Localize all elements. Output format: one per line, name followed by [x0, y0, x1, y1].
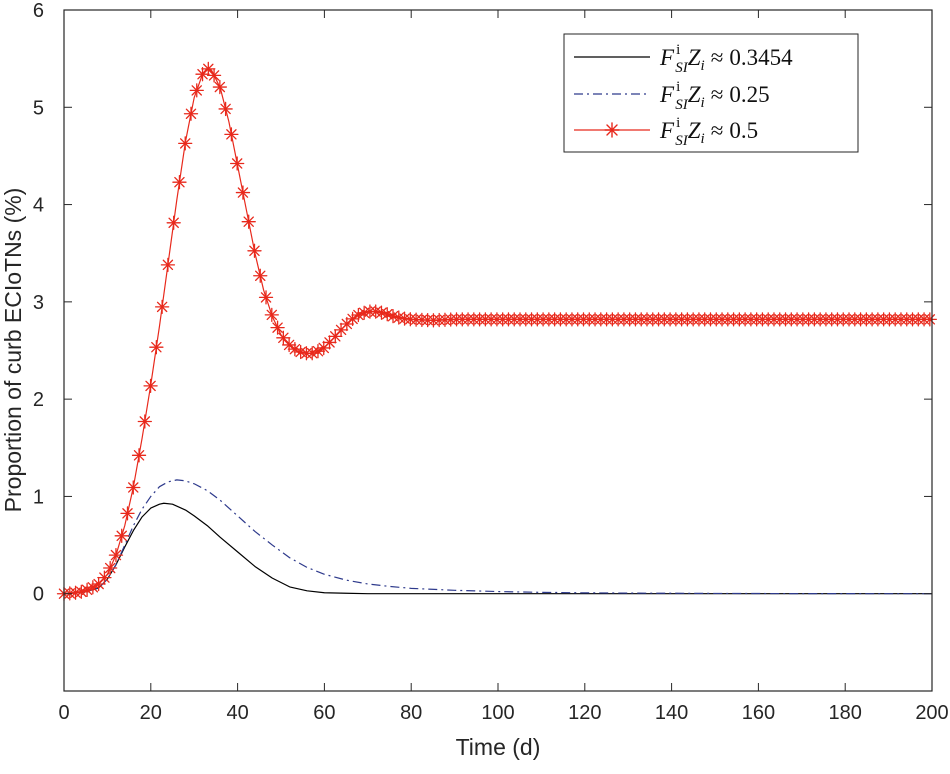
y-tick-label: 5 — [33, 97, 44, 119]
legend-value: 0.25 — [729, 82, 769, 107]
y-tick-label: 1 — [33, 486, 44, 508]
series-marker — [183, 106, 199, 121]
tick-layer: 0 20 40 60 80 100 120 140 160 180 200 0 1 2 3 4 5 6 — [33, 0, 949, 724]
x-tick-label: 180 — [829, 702, 862, 724]
legend-approx: ≈ — [711, 45, 724, 70]
x-tick-label: 60 — [313, 702, 335, 724]
series-marker — [230, 156, 245, 171]
series-marker — [108, 547, 124, 563]
series-marker — [143, 378, 158, 394]
series-marker — [270, 320, 285, 335]
x-tick-label: 80 — [400, 702, 422, 724]
legend-sub: SI — [675, 97, 689, 113]
series-marker — [235, 185, 251, 200]
y-tick-label: 0 — [33, 584, 44, 606]
y-tick-label: 4 — [33, 195, 44, 217]
legend-sup: i — [676, 79, 680, 95]
series-marker — [224, 127, 239, 142]
series-marker — [126, 480, 141, 495]
y-tick-label: 6 — [33, 0, 44, 22]
series-marker — [103, 560, 118, 576]
series-marker — [922, 312, 937, 327]
series-marker — [166, 215, 181, 230]
x-tick-label: 160 — [742, 702, 775, 724]
series-marker — [154, 299, 170, 315]
series-layer — [56, 61, 937, 601]
series-0 — [63, 502, 932, 595]
legend-f: F — [659, 45, 675, 70]
series-marker — [137, 414, 152, 429]
legend-approx: ≈ — [711, 118, 724, 143]
series-marker — [212, 79, 227, 95]
series-marker — [114, 528, 129, 543]
series-marker — [310, 344, 326, 359]
legend-f: F — [659, 82, 675, 107]
series-marker — [241, 214, 256, 229]
series-marker — [97, 570, 112, 585]
series-marker — [247, 243, 262, 258]
series-line — [63, 479, 933, 595]
legend-z: Z — [688, 45, 701, 70]
series-marker — [74, 584, 89, 599]
legend-sup: i — [676, 42, 680, 58]
series-line — [63, 502, 932, 595]
y-tick-label: 3 — [33, 292, 44, 314]
x-tick-label: 120 — [568, 702, 601, 724]
series-marker — [195, 67, 210, 82]
series-marker — [218, 101, 233, 117]
series-marker — [178, 136, 193, 151]
legend-star-marker — [604, 122, 620, 138]
legend-value: 0.3454 — [729, 45, 793, 70]
x-tick-label: 140 — [655, 702, 688, 724]
legend-box — [563, 33, 859, 153]
series-marker — [68, 585, 83, 600]
series-1 — [63, 479, 933, 595]
x-tick-label: 20 — [140, 702, 162, 724]
legend-approx: ≈ — [711, 82, 724, 107]
legend-z: Z — [688, 82, 701, 107]
y-tick-label: 2 — [33, 389, 44, 411]
legend-zsub: i — [701, 58, 705, 74]
legend-sub: SI — [675, 60, 689, 76]
legend-value: 0.5 — [729, 118, 758, 143]
series-marker — [160, 257, 176, 272]
series-marker — [206, 68, 222, 83]
series-marker — [351, 307, 366, 323]
series-marker — [120, 506, 135, 521]
legend-z: Z — [688, 118, 701, 143]
series-marker — [253, 268, 268, 283]
series-marker — [264, 307, 279, 323]
series-marker — [189, 83, 204, 98]
legend-zsub: i — [701, 131, 705, 147]
series-marker — [305, 346, 320, 361]
legend-f: F — [659, 118, 675, 143]
legend-zsub: i — [701, 95, 705, 111]
series-marker — [131, 448, 147, 463]
legend-sup: i — [676, 115, 680, 131]
series-marker — [258, 290, 274, 305]
series-marker — [322, 335, 337, 350]
x-tick-label: 100 — [481, 702, 514, 724]
legend-sub: SI — [675, 133, 689, 149]
series-2 — [56, 61, 937, 601]
series-marker — [149, 340, 164, 355]
x-tick-label: 200 — [915, 702, 948, 724]
x-axis-label: Time (d) — [456, 734, 541, 760]
series-marker — [172, 175, 187, 190]
y-axis-label: Proportion of curb ECIoTNs (%) — [0, 188, 26, 513]
series-marker — [276, 330, 291, 345]
x-tick-label: 0 — [58, 702, 69, 724]
x-tick-label: 40 — [226, 702, 248, 724]
